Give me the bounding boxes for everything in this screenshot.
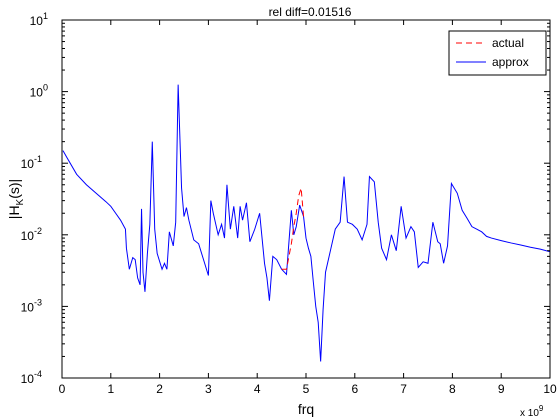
chart-title: rel diff=0.01516 xyxy=(269,5,352,19)
x-tick-label: 3 xyxy=(205,382,212,396)
x-multiplier: x 109 xyxy=(520,404,544,419)
y-axis-label-main: |H xyxy=(6,205,22,219)
y-tick-label: 10-1 xyxy=(21,154,42,171)
x-axis-label: frq xyxy=(298,401,314,417)
x-tick-label: 8 xyxy=(449,382,456,396)
y-tick-label: 10-4 xyxy=(21,369,42,386)
legend-actual-label: actual xyxy=(492,36,524,50)
x-tick-label: 1 xyxy=(107,382,114,396)
y-axis-label-sub: K xyxy=(15,198,26,205)
legend: actual approx xyxy=(448,30,547,76)
y-axis-ticks: 10-4 10-3 10-2 10-1 100 101 xyxy=(21,11,550,386)
y-tick-label: 101 xyxy=(30,11,48,28)
y-tick-label: 100 xyxy=(30,83,48,100)
x-tick-label: 6 xyxy=(351,382,358,396)
x-tick-label: 5 xyxy=(303,382,310,396)
x-tick-label: 9 xyxy=(498,382,505,396)
legend-approx-label: approx xyxy=(492,55,529,69)
svg-text:x 109: x 109 xyxy=(520,404,544,419)
y-tick-label: 10-3 xyxy=(21,297,42,314)
series-line-actual xyxy=(281,187,305,270)
x-tick-label: 2 xyxy=(156,382,163,396)
svg-text:|HK(s)|: |HK(s)| xyxy=(6,179,26,219)
y-axis-label-tail: (s)| xyxy=(6,179,22,199)
legend-box xyxy=(448,30,547,76)
x-multiplier-exponent: 9 xyxy=(539,404,544,413)
x-tick-label: 10 xyxy=(543,382,557,396)
series-layer xyxy=(62,84,550,362)
x-tick-label: 4 xyxy=(254,382,261,396)
x-axis-ticks: 0 1 2 3 4 5 6 7 8 9 10 xyxy=(59,20,557,396)
x-tick-label: 0 xyxy=(59,382,66,396)
series-line-approx xyxy=(62,84,550,362)
x-tick-label: 7 xyxy=(400,382,407,396)
y-axis-label: |HK(s)| xyxy=(6,179,26,219)
y-tick-label: 10-2 xyxy=(21,226,42,243)
x-multiplier-base: x 10 xyxy=(520,408,539,419)
